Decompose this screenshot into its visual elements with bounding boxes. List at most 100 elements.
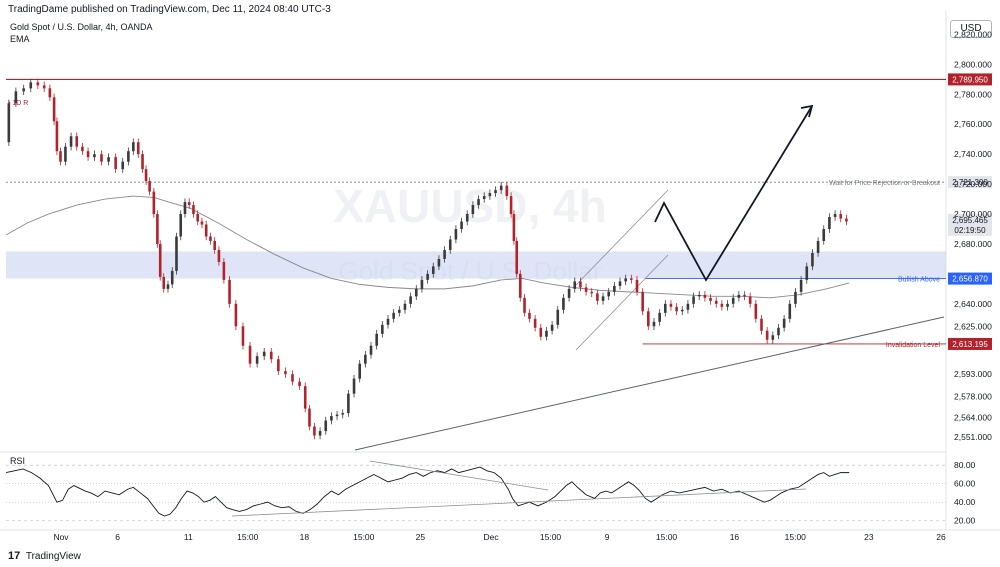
candle-body — [680, 309, 684, 312]
candle-body — [308, 408, 311, 427]
time-tick-label: 6 — [115, 532, 120, 542]
candle-body — [811, 252, 814, 267]
candle-body — [364, 354, 367, 364]
candle-body — [765, 330, 769, 340]
candle-body — [697, 294, 701, 297]
candle-body — [737, 294, 741, 298]
candle-body — [217, 249, 221, 262]
candle-body — [386, 318, 390, 325]
candle-body — [539, 327, 543, 337]
candle-body — [352, 378, 356, 394]
candle-body — [562, 297, 565, 310]
candle-body — [777, 327, 780, 336]
candle-body — [48, 88, 52, 98]
price-tick-label: 2,578.000 — [954, 392, 992, 402]
projection-arrowhead — [800, 104, 814, 118]
level-note-invalidation: Invalidation Level — [886, 342, 941, 349]
candle-body — [69, 136, 73, 147]
time-tick-label: Nov — [53, 532, 69, 542]
candle-body — [36, 82, 40, 86]
level-value-invalidation: 2,613.195 — [952, 340, 988, 349]
candle-body — [369, 345, 373, 355]
candle-body — [14, 91, 18, 104]
time-tick-label: 25 — [416, 532, 426, 542]
candle-body — [731, 297, 735, 304]
projection-path — [654, 105, 813, 282]
candle-body — [523, 297, 526, 313]
price-series — [7, 78, 848, 440]
candle-body — [114, 157, 117, 170]
demand-zone — [6, 251, 946, 279]
price-tick-label: 2,820.000 — [954, 29, 992, 39]
candle-body — [512, 214, 516, 241]
candle-body — [107, 157, 110, 162]
candle-body — [794, 291, 797, 304]
time-tick-label: 16 — [730, 532, 740, 542]
candle-body — [136, 142, 140, 155]
candle-body — [392, 312, 395, 319]
candle-body — [743, 294, 746, 297]
candle-body — [692, 296, 695, 304]
candle-body — [845, 218, 848, 222]
time-tick-label: 11 — [184, 532, 193, 542]
candle-body — [52, 97, 56, 122]
candle-body — [465, 214, 469, 222]
candle-body — [709, 297, 712, 301]
candle-body — [805, 266, 809, 280]
candle-body — [152, 191, 156, 215]
candle-body — [760, 318, 763, 331]
candle-body — [477, 199, 480, 206]
tv-logo-icon: 17 — [8, 550, 21, 562]
candle-body — [515, 240, 519, 274]
candle-body — [81, 146, 84, 152]
level-value-wait: 2,721.300 — [952, 178, 988, 187]
candle-body — [358, 363, 361, 379]
candle-body — [86, 151, 90, 158]
candle-body — [482, 196, 486, 200]
candle-body — [187, 202, 191, 206]
candle-body — [630, 278, 633, 280]
candle-body — [556, 309, 560, 325]
price-tick-label: 2,700.000 — [954, 209, 992, 219]
level-note-bullish: Bullish Above — [898, 277, 940, 284]
price-tick-label: 2,740.000 — [954, 149, 992, 159]
time-tick-label: 15:00 — [656, 532, 678, 542]
candle-body — [234, 303, 238, 327]
rsi-tick-label: 60.00 — [954, 479, 976, 489]
price-tick-label: 2,800.000 — [954, 59, 992, 69]
time-tick-label: 15:00 — [785, 532, 807, 542]
candle-body — [269, 351, 273, 360]
rsi-line — [5, 466, 850, 517]
candle-body — [228, 279, 231, 304]
candle-body — [22, 88, 25, 92]
tradingview-logo[interactable]: 17 TradingView — [8, 550, 81, 562]
price-tick-label: 2,564.000 — [954, 413, 992, 423]
time-tick-label: 9 — [605, 532, 610, 542]
candle-body — [222, 261, 226, 280]
candle-body — [528, 312, 531, 319]
level-note-wait: Wait for Price Rejection or Breakout — [829, 180, 940, 187]
price-tick-label: 2,640.000 — [954, 299, 992, 309]
candle-body — [533, 318, 537, 328]
candle-body — [284, 371, 287, 375]
publisher-line: TradingDame published on TradingView.com… — [8, 4, 331, 15]
candle-body — [518, 273, 522, 298]
trend-drawings — [354, 104, 945, 451]
candle-body — [409, 296, 412, 304]
level-badge-bullish — [948, 272, 992, 285]
candle-body — [375, 333, 378, 346]
candle-body — [403, 303, 407, 310]
candle-body — [584, 287, 588, 292]
channel-lower — [575, 254, 669, 351]
indicator-label-ema: EMA — [10, 34, 30, 44]
candle-body — [248, 345, 252, 364]
current-price-badge — [948, 213, 992, 236]
candle-body — [686, 303, 690, 310]
currency-selector[interactable]: USD — [950, 20, 992, 38]
candle-body — [341, 413, 345, 415]
candle-body — [703, 294, 707, 298]
candle-body — [414, 288, 418, 297]
watermark-ticker: XAUUSD, 4h — [333, 180, 606, 232]
level-badge-invalidation — [948, 337, 992, 350]
